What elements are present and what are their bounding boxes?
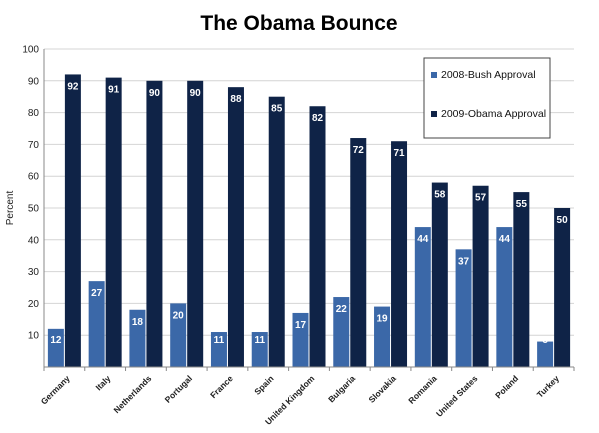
obama-approval-bar-united-kingdom bbox=[309, 106, 326, 368]
obama-value-label: 58 bbox=[434, 190, 446, 201]
obama-value-label: 50 bbox=[557, 215, 569, 226]
gridlines bbox=[44, 48, 574, 336]
bush-approval-bar-united-states bbox=[455, 249, 472, 367]
obama-value-label: 57 bbox=[475, 193, 487, 204]
category-label: Turkey bbox=[535, 373, 562, 400]
bush-approval-bar-france bbox=[210, 332, 227, 367]
y-tick-label: 20 bbox=[28, 299, 40, 310]
bush-approval-bar-bulgaria bbox=[333, 297, 350, 367]
y-axis-ticks: 10 20 30 40 50 60 70 80 90 100 bbox=[22, 45, 39, 342]
category-label: Portugal bbox=[163, 373, 194, 404]
bush-value-label: 37 bbox=[458, 256, 470, 267]
y-axis-label: Percent bbox=[5, 191, 16, 226]
obama-approval-bar-bulgaria bbox=[350, 138, 367, 367]
category-label: Germany bbox=[39, 373, 72, 406]
bush-value-label: 20 bbox=[173, 310, 185, 321]
data-labels: 12 92 27 91 18 90 20 90 11 88 11 85 17 82 22 72 19 71 44 58… bbox=[50, 81, 568, 346]
legend-label-bush: 2008-Bush Approval bbox=[441, 69, 536, 81]
y-tick-label: 100 bbox=[22, 45, 39, 56]
obama-approval-bar-romania bbox=[431, 182, 448, 367]
bush-approval-bar-italy bbox=[88, 281, 105, 367]
category-label: Spain bbox=[252, 373, 275, 396]
obama-approval-bar-germany bbox=[64, 74, 81, 367]
bush-value-label: 22 bbox=[336, 304, 348, 315]
bush-value-label: 44 bbox=[417, 234, 429, 245]
obama-value-label: 90 bbox=[190, 88, 202, 99]
obama-approval-bar-netherlands bbox=[146, 80, 163, 368]
obama-approval-bar-turkey bbox=[554, 208, 571, 367]
bush-value-label: 19 bbox=[376, 314, 388, 325]
obama-value-label: 90 bbox=[149, 88, 161, 99]
obama-value-label: 55 bbox=[516, 199, 528, 210]
bush-approval-bar-romania bbox=[414, 227, 431, 367]
bush-value-label: 18 bbox=[132, 317, 144, 328]
legend-box bbox=[423, 57, 551, 139]
bush-approval-bar-poland bbox=[496, 227, 513, 367]
bush-value-label: 44 bbox=[499, 234, 511, 245]
category-label: Slovakia bbox=[366, 373, 398, 405]
legend-label-obama: 2009-Obama Approval bbox=[441, 108, 546, 120]
obama-value-label: 85 bbox=[271, 104, 283, 115]
bush-value-label: 27 bbox=[91, 288, 103, 299]
y-tick-label: 60 bbox=[28, 172, 40, 183]
y-tick-label: 10 bbox=[28, 331, 40, 342]
bars bbox=[47, 74, 571, 368]
bush-approval-bar-turkey bbox=[537, 341, 554, 367]
y-tick-label: 80 bbox=[28, 108, 40, 119]
y-tick-label: 30 bbox=[28, 267, 40, 278]
bush-approval-bar-slovakia bbox=[374, 306, 391, 367]
obama-approval-bar-united-states bbox=[472, 185, 489, 367]
y-tick-label: 50 bbox=[28, 204, 40, 215]
obama-approval-bar-poland bbox=[513, 192, 530, 367]
category-label: United States bbox=[434, 373, 480, 419]
bush-value-label: 11 bbox=[214, 335, 225, 346]
y-tick-label: 40 bbox=[28, 235, 40, 246]
obama-approval-bar-italy bbox=[105, 77, 122, 368]
bush-value-label: 17 bbox=[295, 320, 307, 331]
obama-value-label: 88 bbox=[230, 94, 242, 105]
bush-approval-bar-germany bbox=[47, 328, 64, 367]
obama-value-label: 72 bbox=[353, 145, 365, 156]
bush-approval-bar-spain bbox=[251, 332, 268, 367]
bush-approval-bar-netherlands bbox=[129, 309, 146, 367]
category-label: France bbox=[208, 373, 235, 400]
category-label: Bulgaria bbox=[326, 373, 357, 404]
obama-approval-bar-france bbox=[227, 87, 244, 367]
category-label: Poland bbox=[493, 373, 520, 400]
bush-approval-bar-portugal bbox=[170, 303, 187, 367]
axes bbox=[43, 49, 575, 371]
legend: 2008-Bush Approval 2009-Obama Approval bbox=[423, 57, 551, 139]
bush-value-label: 8 bbox=[542, 335, 548, 346]
obama-value-label: 71 bbox=[393, 148, 405, 159]
obama-approval-bar-slovakia bbox=[391, 141, 408, 367]
y-tick-label: 70 bbox=[28, 140, 40, 151]
bush-value-label: 11 bbox=[254, 335, 265, 346]
y-tick-label: 90 bbox=[28, 76, 40, 87]
bush-approval-bar-united-kingdom bbox=[292, 312, 309, 367]
obama-approval-bar-spain bbox=[268, 96, 285, 367]
obama-approval-bar-portugal bbox=[187, 80, 204, 368]
category-label: Italy bbox=[93, 373, 112, 392]
obama-value-label: 91 bbox=[108, 85, 120, 96]
legend-swatch-obama bbox=[431, 111, 437, 117]
obama-value-label: 82 bbox=[312, 113, 324, 124]
bush-value-label: 12 bbox=[50, 335, 62, 346]
category-label: Romania bbox=[406, 373, 439, 406]
chart-title: The Obama Bounce bbox=[200, 12, 397, 35]
legend-swatch-bush bbox=[431, 72, 437, 78]
category-label: Netherlands bbox=[112, 373, 154, 415]
obama-value-label: 92 bbox=[67, 81, 79, 92]
